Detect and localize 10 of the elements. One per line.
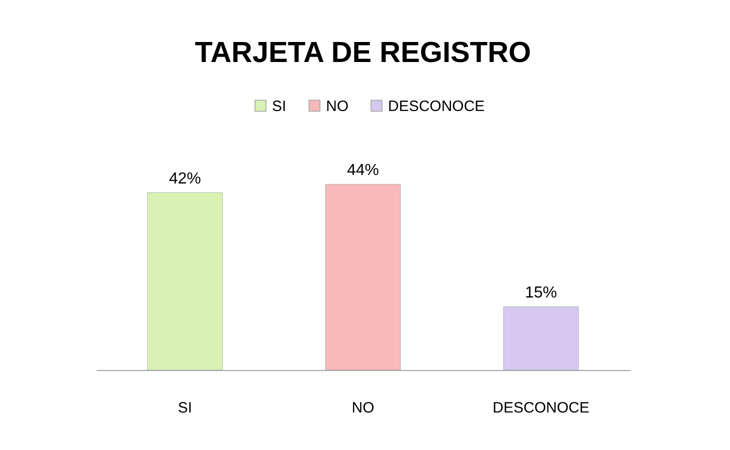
x-tick-label: DESCONOCE bbox=[492, 400, 590, 416]
x-tick-label: SI bbox=[178, 400, 192, 416]
data-label: 15% bbox=[524, 284, 558, 302]
data-label: 44% bbox=[346, 162, 380, 180]
legend-label: SI bbox=[272, 98, 286, 115]
data-label: 42% bbox=[168, 170, 202, 188]
legend-label: DESCONOCE bbox=[388, 98, 485, 115]
chart-title: TARJETA DE REGISTRO bbox=[194, 37, 532, 69]
x-tick-label: NO bbox=[352, 400, 374, 416]
legend-label: NO bbox=[326, 98, 348, 115]
